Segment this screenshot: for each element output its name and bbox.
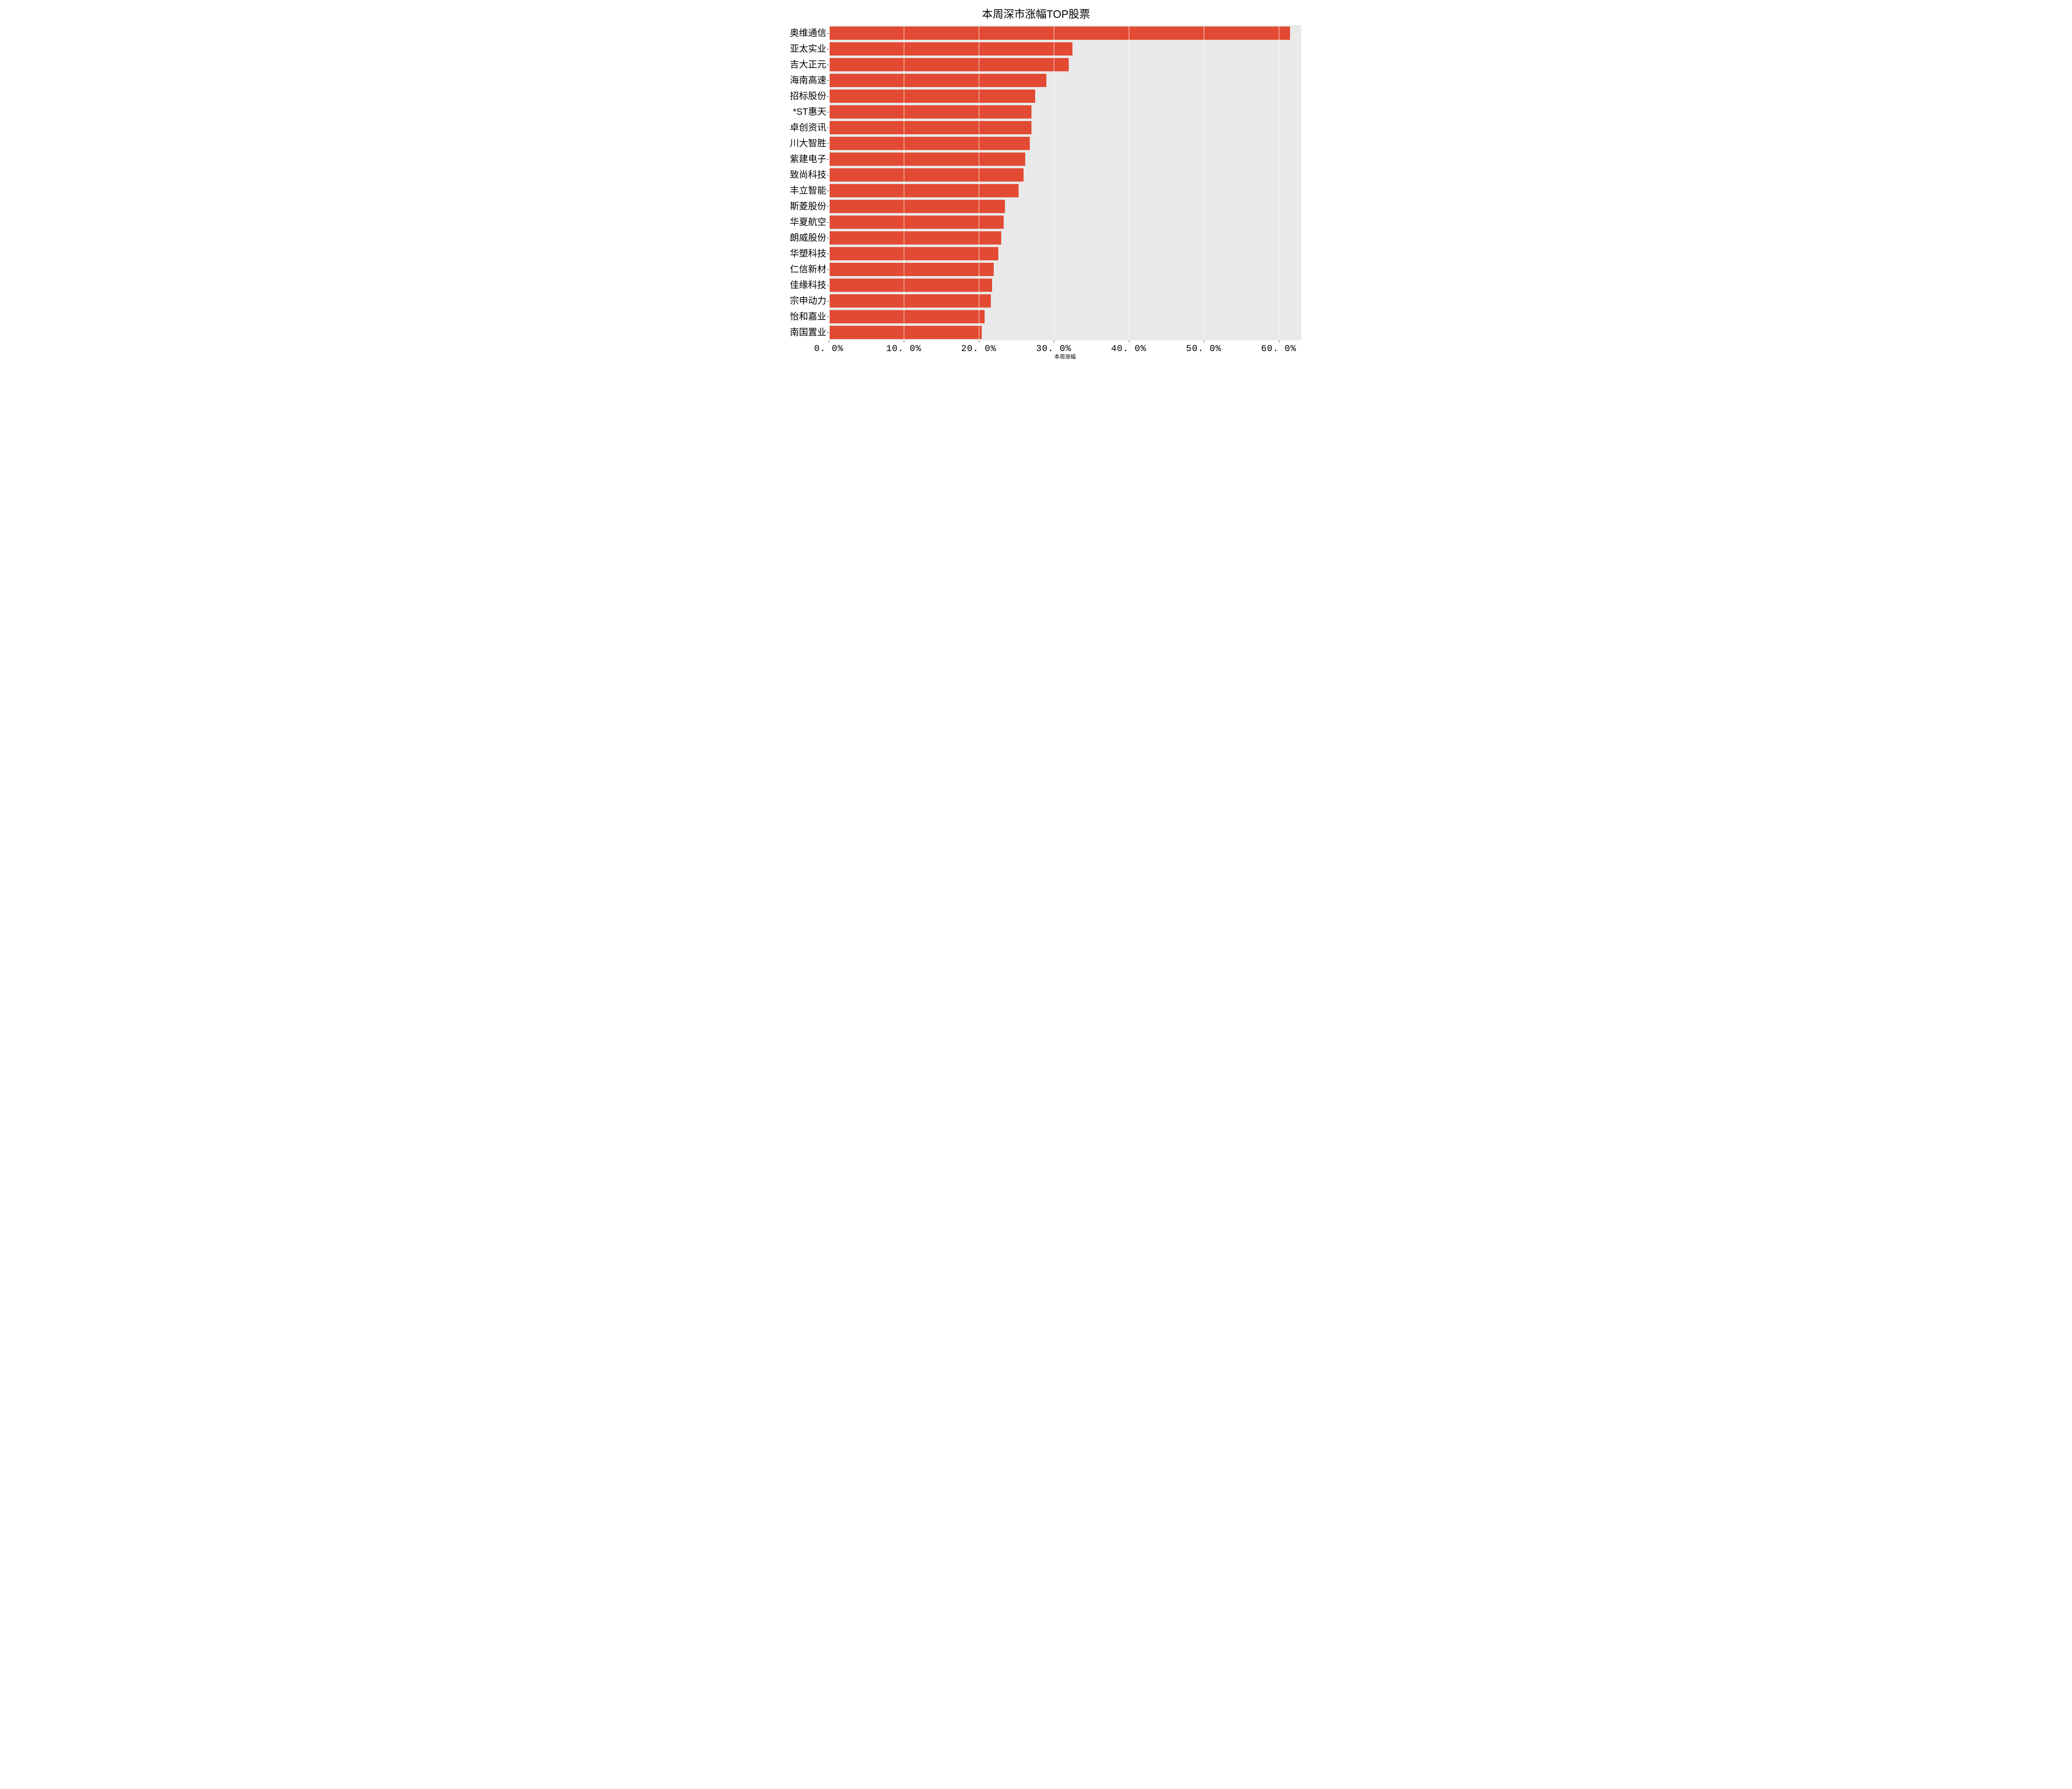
x-tick-label: 40. 0%: [1111, 344, 1146, 354]
gridline: [1204, 25, 1205, 340]
x-tick-label: 20. 0%: [961, 344, 996, 354]
bar: [829, 294, 991, 307]
chart-container: 本周深市涨幅TOP股票 奥维通信亚太实业吉大正元海南高速招标股份*ST惠天卓创资…: [762, 0, 1310, 368]
bar: [829, 279, 992, 291]
bar-slot: [829, 246, 1301, 262]
bar: [829, 137, 1030, 150]
gridline: [829, 25, 830, 340]
bar: [829, 121, 1031, 134]
x-tick-label: 50. 0%: [1186, 344, 1221, 354]
gridline: [979, 25, 980, 340]
bar: [829, 42, 1072, 55]
y-tick-label: 吉大正元: [771, 57, 826, 73]
bar-slot: [829, 167, 1301, 183]
y-tick-label: 斯菱股份: [771, 199, 826, 214]
bar-slot: [829, 309, 1301, 325]
y-tick-label: 怡和嘉业: [771, 309, 826, 325]
y-tick-label: 海南高速: [771, 73, 826, 88]
chart-title: 本周深市涨幅TOP股票: [771, 6, 1301, 21]
y-tick-label: 卓创资讯: [771, 120, 826, 136]
bar: [829, 27, 1290, 39]
bar-slot: [829, 73, 1301, 88]
bar: [829, 90, 1035, 102]
bar-slot: [829, 262, 1301, 277]
bar: [829, 58, 1069, 71]
bar: [829, 168, 1024, 181]
y-axis: 奥维通信亚太实业吉大正元海南高速招标股份*ST惠天卓创资讯川大智胜紫建电子致尚科…: [771, 25, 829, 340]
y-tick-label: 川大智胜: [771, 136, 826, 151]
bar: [829, 184, 1019, 197]
bar-slot: [829, 136, 1301, 151]
y-tick-label: 华塑科技: [771, 246, 826, 262]
x-tick-label: 10. 0%: [886, 344, 921, 354]
y-tick-label: 致尚科技: [771, 167, 826, 183]
bar-slot: [829, 230, 1301, 246]
plot-area: [829, 25, 1301, 340]
bar-slot: [829, 151, 1301, 167]
bar: [829, 74, 1046, 87]
bar-slot: [829, 104, 1301, 120]
bar-slot: [829, 88, 1301, 104]
bar-slot: [829, 25, 1301, 41]
gridline: [1054, 25, 1055, 340]
bar-slot: [829, 214, 1301, 230]
bar: [829, 231, 1001, 244]
bar-slot: [829, 293, 1301, 309]
y-tick-label: 仁信新材: [771, 262, 826, 277]
gridline: [1129, 25, 1130, 340]
bar-slot: [829, 277, 1301, 293]
bar: [829, 247, 998, 260]
bar-slot: [829, 41, 1301, 57]
chart-body: 奥维通信亚太实业吉大正元海南高速招标股份*ST惠天卓创资讯川大智胜紫建电子致尚科…: [771, 25, 1301, 340]
bar: [829, 105, 1031, 118]
y-tick-label: 紫建电子: [771, 151, 826, 167]
x-axis: 本周涨幅 0. 0%10. 0%20. 0%30. 0%40. 0%50. 0%…: [829, 340, 1301, 360]
y-tick-label: 宗申动力: [771, 293, 826, 309]
x-tick-label: 0. 0%: [814, 344, 843, 354]
y-tick-label: 佳缘科技: [771, 277, 826, 293]
y-tick-label: *ST惠天: [771, 104, 826, 120]
bar: [829, 216, 1004, 228]
bar-slot: [829, 120, 1301, 136]
y-tick-label: 奥维通信: [771, 25, 826, 41]
y-tick-label: 丰立智能: [771, 183, 826, 199]
y-tick-label: 南国置业: [771, 325, 826, 340]
bar: [829, 310, 985, 323]
bar-slot: [829, 199, 1301, 214]
bar: [829, 326, 982, 339]
bar-slot: [829, 325, 1301, 340]
bar: [829, 153, 1025, 165]
y-tick-label: 华夏航空: [771, 214, 826, 230]
y-tick-label: 亚太实业: [771, 41, 826, 57]
x-tick-label: 30. 0%: [1036, 344, 1071, 354]
bar-slot: [829, 57, 1301, 73]
y-tick-label: 朗威股份: [771, 230, 826, 246]
y-tick-label: 招标股份: [771, 88, 826, 104]
bars-layer: [829, 25, 1301, 340]
bar-slot: [829, 183, 1301, 199]
bar: [829, 263, 994, 276]
x-tick-label: 60. 0%: [1261, 344, 1296, 354]
gridline: [1279, 25, 1280, 340]
gridline: [904, 25, 905, 340]
